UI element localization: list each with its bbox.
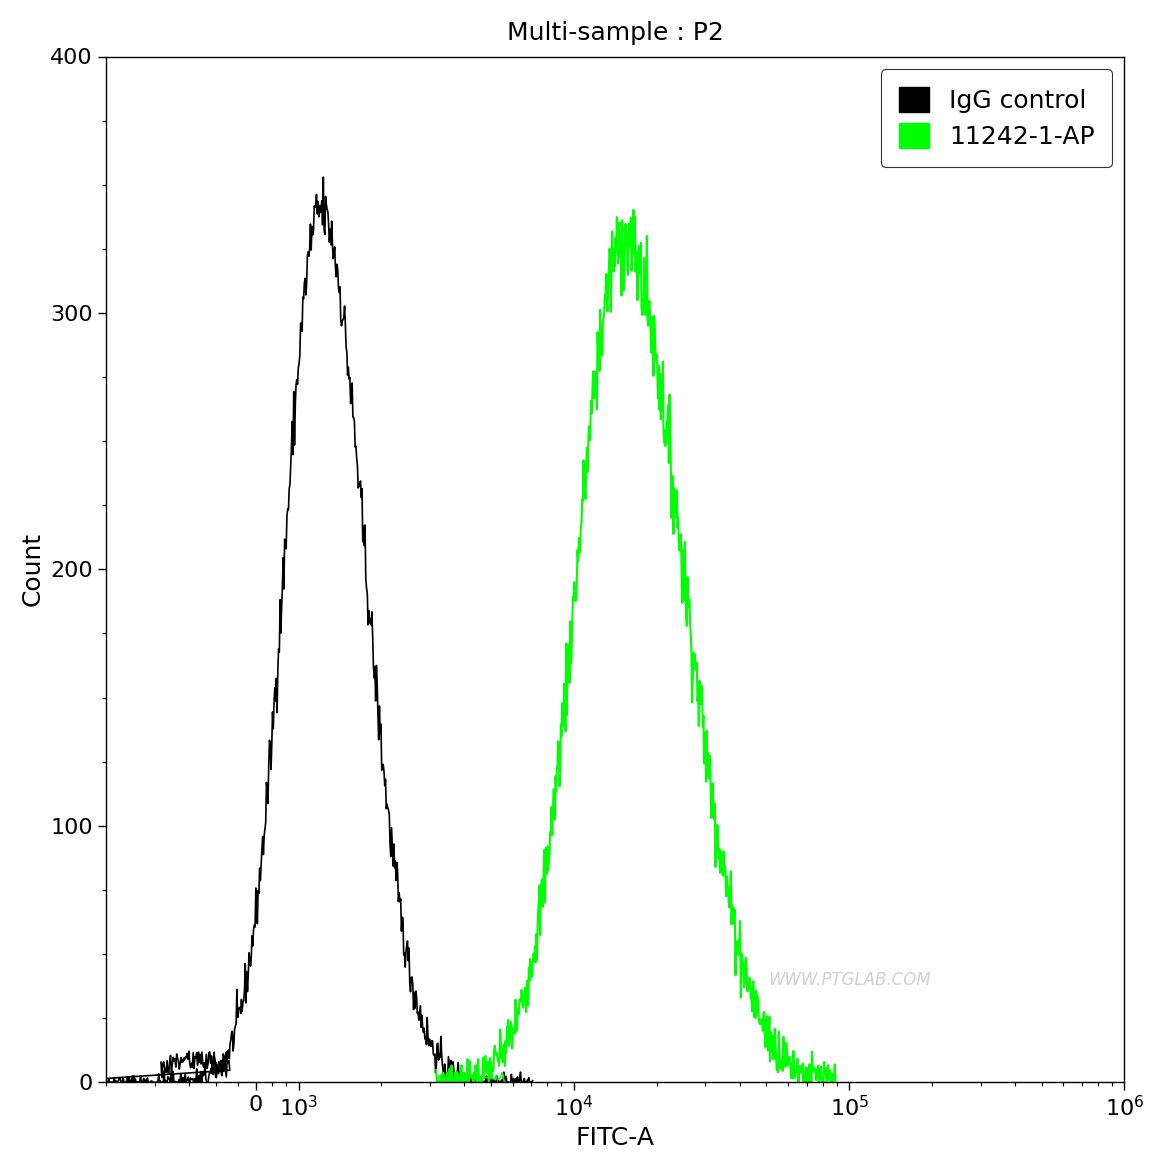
X-axis label: FITC-A: FITC-A [576,1127,655,1150]
Title: Multi-sample : P2: Multi-sample : P2 [507,21,723,44]
Y-axis label: Count: Count [21,533,44,607]
Legend: IgG control, 11242-1-AP: IgG control, 11242-1-AP [882,69,1111,166]
Text: WWW.PTGLAB.COM: WWW.PTGLAB.COM [768,971,931,988]
